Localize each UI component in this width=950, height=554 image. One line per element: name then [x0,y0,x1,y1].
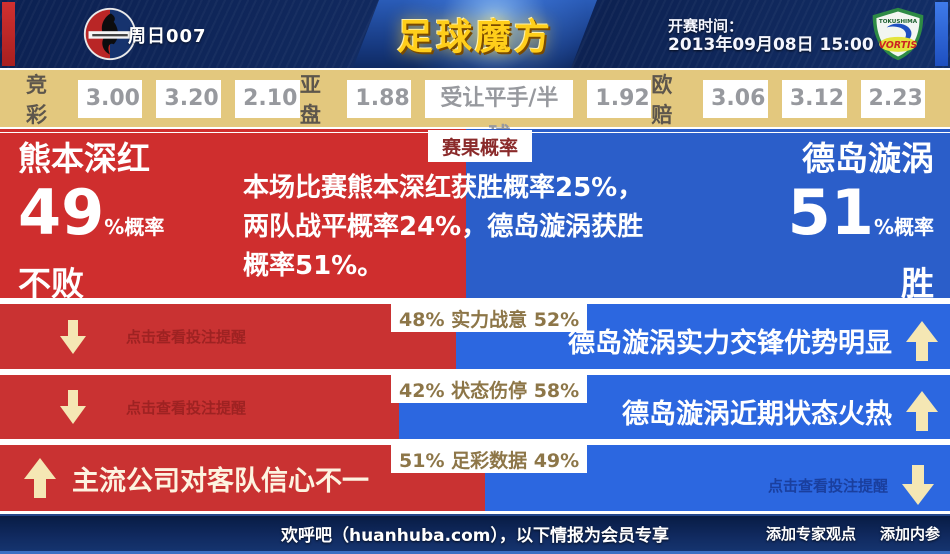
result-probability-tab[interactable]: 赛果概率 [428,130,532,162]
oupei-draw-odd: 3.12 [781,79,847,118]
match-code: 周日007 [128,26,207,47]
away-team-name: 德岛漩涡 [802,139,934,178]
footer-promo-text: 欢呼吧（huanhuba.com），以下情报为会员专享 [280,526,670,546]
up-arrow-icon[interactable] [24,458,56,498]
oupei-odds-group: 欧赔 3.06 3.12 2.23 [651,69,926,129]
lottery-headline-text: 主流公司对客队信心不一 [72,465,369,497]
down-arrow-icon[interactable] [60,320,86,354]
form-factor-row: 42% 状态伤停 58% 点击查看投注提醒 德岛漩涡近期状态火热 [0,375,950,439]
betting-reminder-link[interactable]: 点击查看投注提醒 [126,398,247,417]
lottery-pct-label: 51% 足彩数据 49% [391,445,588,473]
away-probability-bar [465,133,950,298]
oupei-label: 欧赔 [651,72,673,127]
oupei-away-odd: 2.23 [860,79,926,118]
home-color-strip [2,2,15,66]
up-arrow-icon[interactable] [906,391,938,431]
jingcai-home-odd: 3.00 [77,79,143,118]
result-panel-topline [0,129,950,132]
brand-panel: 足球魔方 [353,0,597,68]
kickoff-time-block: 开赛时间： 2013年09月08日 15:00 [668,17,874,55]
oupei-home-odd: 3.06 [703,79,768,118]
strength-headline-text: 德岛漩涡实力交锋优势明显 [568,328,892,359]
kickoff-label: 开赛时间： [668,17,744,35]
betting-reminder-link[interactable]: 点击查看投注提醒 [767,476,888,495]
topline-home-segment [0,129,466,132]
topline-away-segment [465,129,950,132]
home-probability: 49%概率 [18,180,164,262]
home-team-crest-icon [82,6,138,66]
away-crest-top-text: TOKUSHIMA [879,19,918,25]
match-probability-summary: 本场比赛熊本深红获胜概率25%，两队战平概率24%，德岛漩涡获胜概率51%。 [243,173,644,281]
yapan-home-odd: 1.88 [347,79,412,118]
lottery-right-hint[interactable]: 点击查看投注提醒 [768,445,934,511]
add-insider-info-link[interactable]: 添加内参 [879,525,940,543]
down-arrow-icon[interactable] [60,390,86,424]
strength-factor-row: 48% 实力战意 52% 点击查看投注提醒 德岛漩涡实力交锋优势明显 [0,304,950,369]
strength-left-hint[interactable]: 点击查看投注提醒 [60,304,246,369]
form-left-hint[interactable]: 点击查看投注提醒 [60,375,246,439]
lottery-left-headline: 主流公司对客队信心不一 [24,445,369,511]
jingcai-odds-group: 竞彩 3.00 3.20 2.10 [26,69,300,129]
away-color-strip [935,2,948,66]
brand-logo: 足球魔方 [396,17,553,58]
add-expert-view-link[interactable]: 添加专家观点 [765,525,856,543]
home-outcome: 不败 [18,264,84,303]
yapan-away-odd: 1.92 [587,79,652,118]
yapan-odds-group: 亚盘 1.88 受让平手/半球 1.92 [299,69,652,149]
lottery-data-factor-row: 51% 足彩数据 49% 主流公司对客队信心不一 点击查看投注提醒 [0,445,950,511]
yapan-label: 亚盘 [299,72,321,127]
strength-pct-label: 48% 实力战意 52% [391,304,588,332]
away-crest-banner-text: VORTIS [879,40,918,51]
down-arrow-icon[interactable] [902,465,934,505]
form-pct-label: 42% 状态伤停 58% [391,375,588,403]
kickoff-time: 2013年09月08日 15:00 [668,35,874,55]
lottery-bars [0,445,950,511]
home-team-name: 熊本深红 [18,139,150,178]
yapan-handicap: 受让平手/半球 [425,79,574,149]
footer-links: 添加专家观点 添加内参 [766,516,940,551]
home-team-block: 熊本深红 49%概率 不败 [18,138,164,306]
away-outcome: 胜 [901,264,934,303]
result-probability-panel [0,133,950,298]
strength-right-headline: 德岛漩涡实力交锋优势明显 [568,304,938,369]
jingcai-draw-odd: 3.20 [156,79,222,118]
away-percent-suffix: %概率 [873,215,934,239]
jingcai-away-odd: 2.10 [235,79,300,118]
match-header: 周日007 足球魔方 开赛时间： 2013年09月08日 15:00 TOKUS… [0,0,950,68]
betting-reminder-link[interactable]: 点击查看投注提醒 [126,328,247,346]
form-headline-text: 德岛漩涡近期状态火热 [622,398,892,430]
home-percent-suffix: %概率 [104,215,165,239]
up-arrow-icon[interactable] [906,321,938,361]
home-percent-value: 49 [18,176,105,249]
home-probability-bar [0,133,466,298]
jingcai-label: 竞彩 [26,72,47,127]
away-team-block: 德岛漩涡 51%概率 胜 [788,138,934,306]
away-probability: 51%概率 [788,180,934,262]
odds-bar: 竞彩 3.00 3.20 2.10 亚盘 1.88 受让平手/半球 1.92 欧… [0,69,950,149]
form-right-headline: 德岛漩涡近期状态火热 [622,375,938,439]
away-team-crest-icon: TOKUSHIMA VORTIS [868,6,928,66]
away-percent-value: 51 [787,176,874,249]
footer-bar: 欢呼吧（huanhuba.com），以下情报为会员专享 添加专家观点 添加内参 [0,514,950,554]
